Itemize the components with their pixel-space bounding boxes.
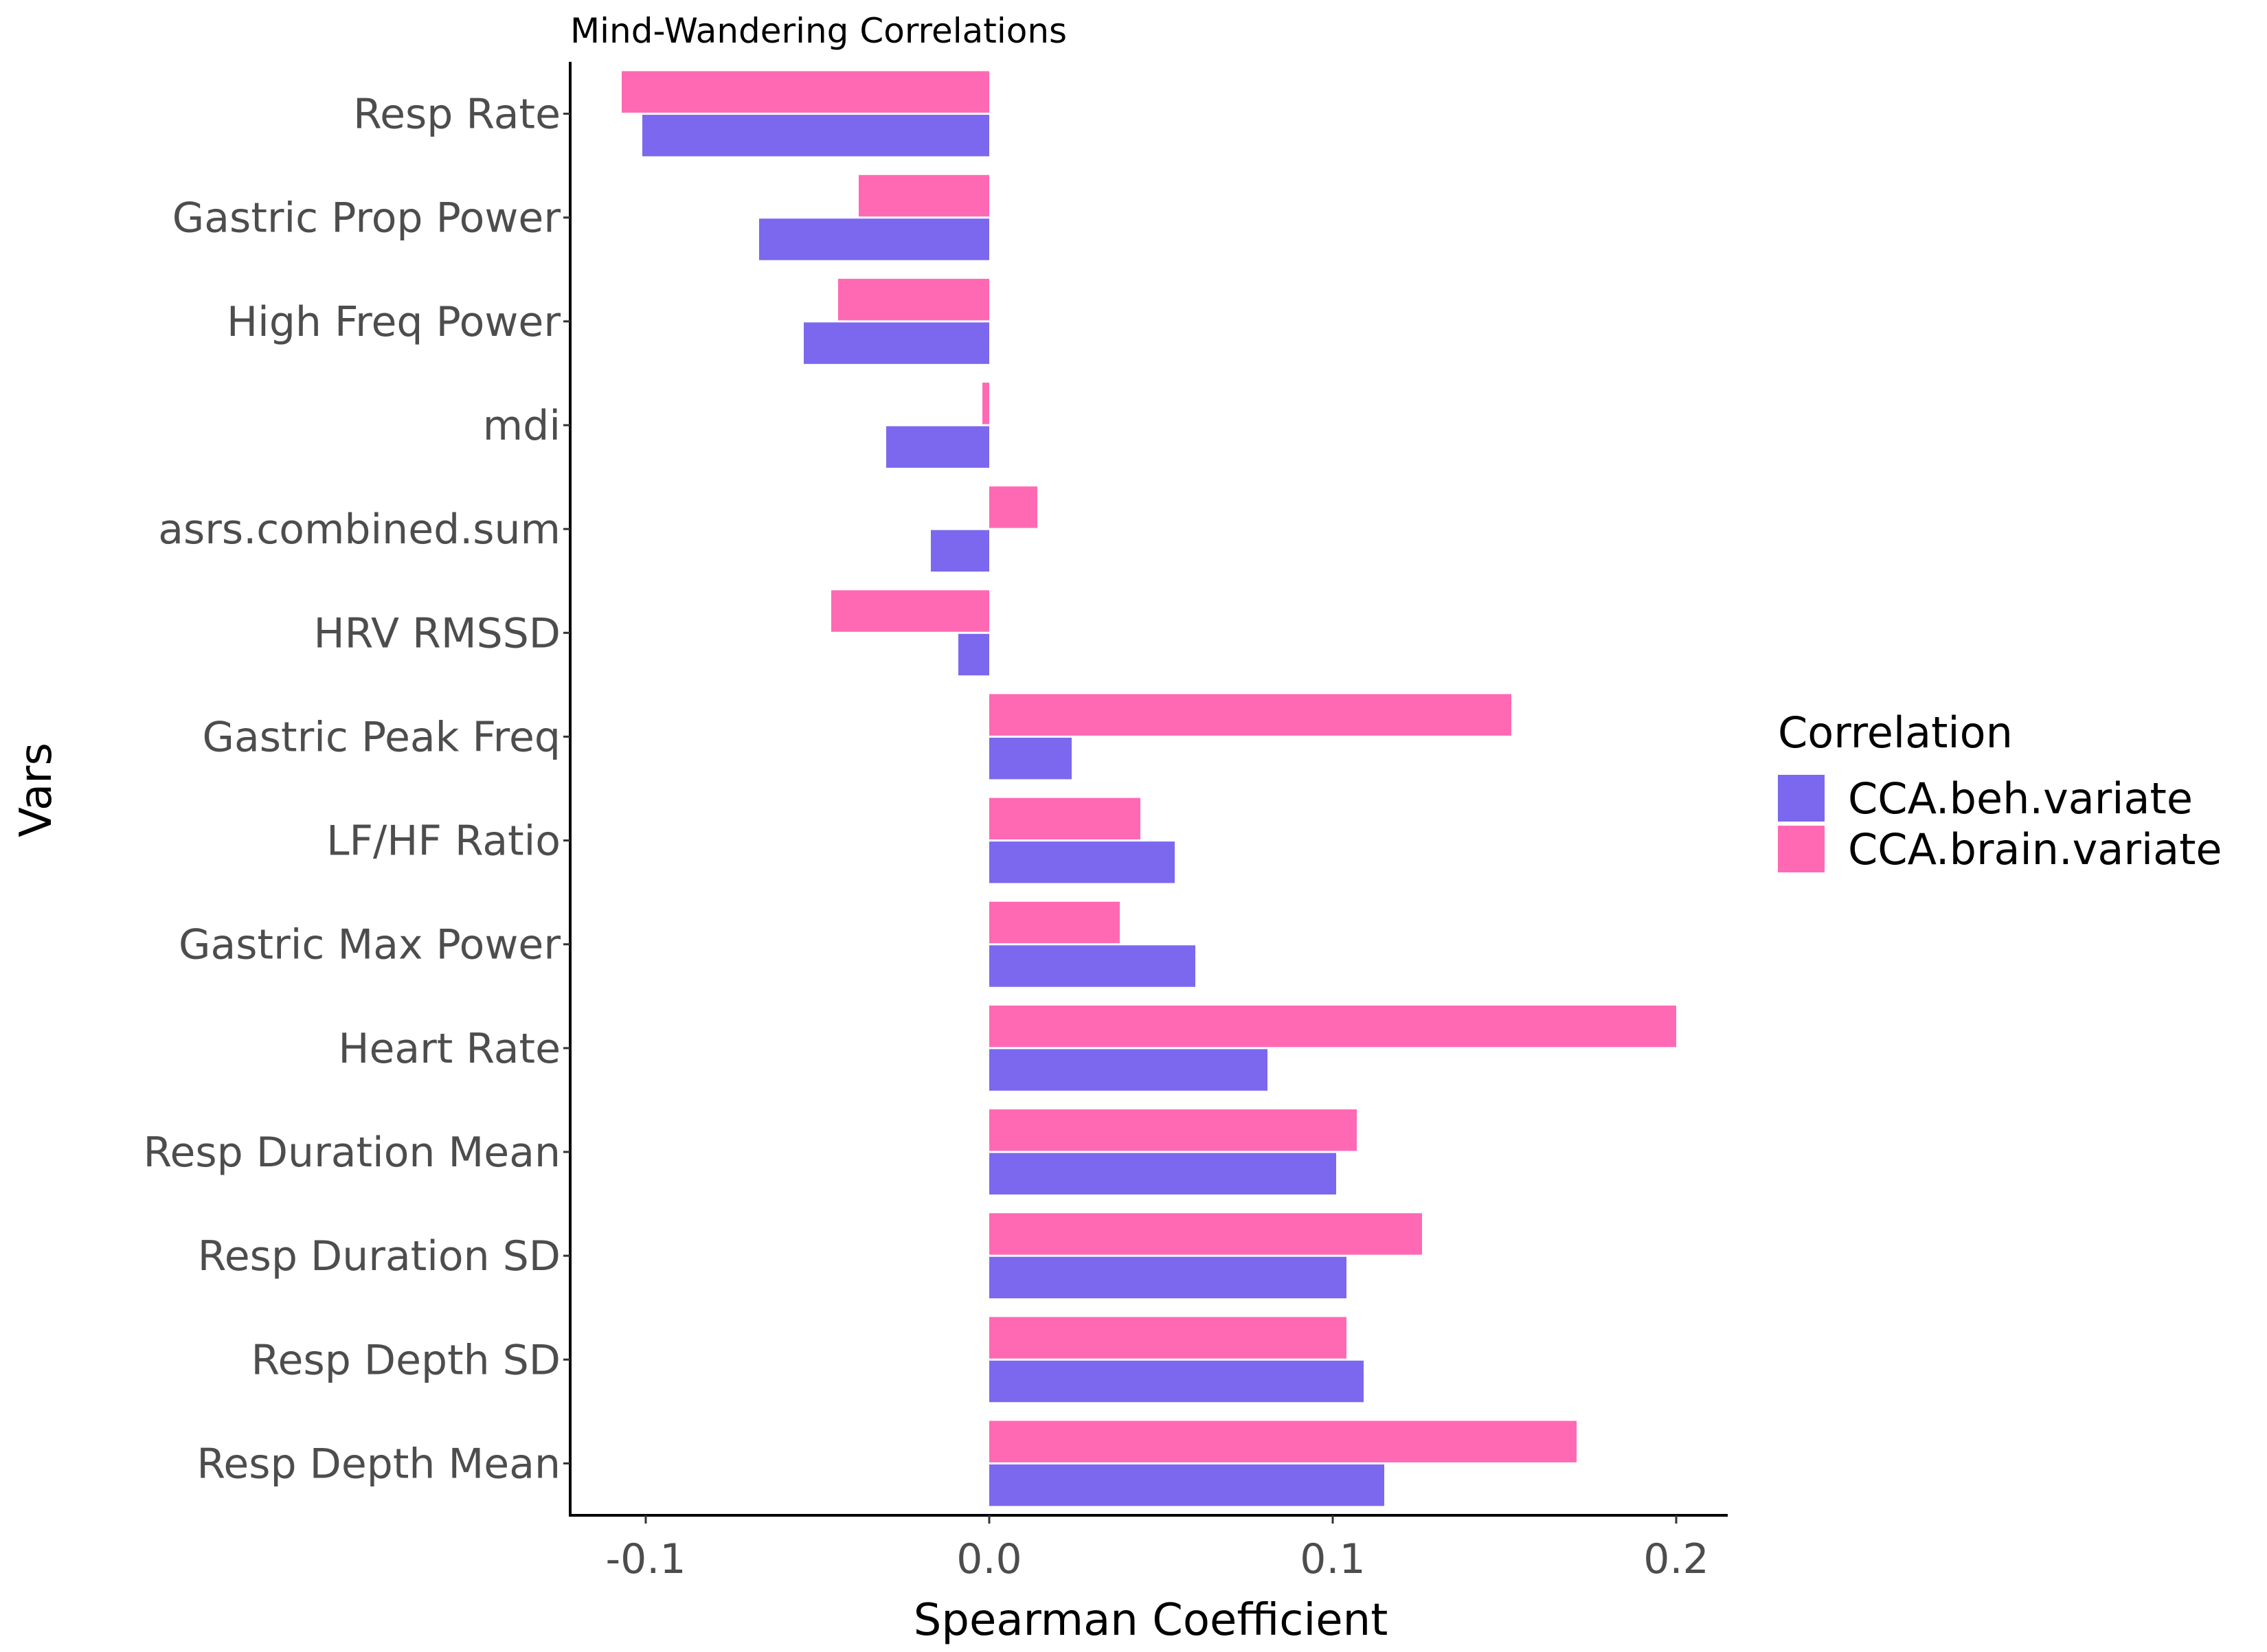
bar-cca-beh-variate-resp-duration-mean [989,1153,1336,1195]
legend: Correlation CCA.beh.variateCCA.brain.var… [1778,708,2222,874]
bar-cca-brain-variate-high-freq-power [838,278,989,321]
x-tick-label: 0.2 [1643,1535,1708,1583]
bar-cca-beh-variate-gastric-max-power [989,945,1195,987]
bar-cca-brain-variate-gastric-max-power [989,901,1120,944]
legend-label-cca-brain-variate: CCA.brain.variate [1848,824,2222,874]
bar-cca-brain-variate-gastric-prop-power [859,174,989,217]
bar-cca-beh-variate-asrs-combined-sum [931,530,989,572]
legend-swatch-cca-beh-variate [1778,775,1825,822]
bar-cca-brain-variate-gastric-peak-freq [989,694,1511,736]
y-tick-label: Gastric Peak Freq [203,713,561,761]
bar-cca-beh-variate-resp-depth-mean [989,1464,1384,1506]
y-tick-label: Resp Depth SD [251,1336,561,1384]
bar-cca-beh-variate-resp-depth-sd [989,1360,1364,1403]
bar-cca-beh-variate-hrv-rmssd [958,633,989,676]
x-tick-label: -0.1 [605,1535,686,1583]
bar-cca-beh-variate-gastric-prop-power [759,218,989,260]
bar-cca-brain-variate-heart-rate [989,1005,1676,1048]
bar-cca-brain-variate-hrv-rmssd [831,590,989,632]
bar-cca-beh-variate-mdi [886,426,989,468]
y-tick-label: High Freq Power [227,298,561,346]
y-tick-label: Resp Rate [353,91,561,139]
bar-cca-brain-variate-asrs-combined-sum [989,486,1037,528]
bar-cca-beh-variate-high-freq-power [804,322,989,364]
chart-title: Mind-Wandering Correlations [570,11,1067,51]
y-tick-label: Resp Depth Mean [196,1440,561,1488]
bar-cca-beh-variate-lf-hf-ratio [989,841,1175,883]
y-tick-label: asrs.combined.sum [158,506,561,554]
bar-cca-brain-variate-resp-duration-sd [989,1213,1422,1255]
bar-cca-beh-variate-gastric-peak-freq [989,737,1072,780]
legend-label-cca-beh-variate: CCA.beh.variate [1848,773,2193,824]
y-axis-title: Vars [11,743,62,837]
bar-cca-brain-variate-resp-depth-mean [989,1421,1577,1462]
bar-cca-beh-variate-resp-duration-sd [989,1256,1346,1299]
y-tick-label: Resp Duration Mean [144,1129,561,1177]
bar-cca-brain-variate-mdi [982,383,989,425]
bar-cca-beh-variate-resp-rate [642,115,989,157]
y-tick-labels: Resp Rate Gastric Prop Power High Freq Pow… [144,91,570,1488]
bar-cca-brain-variate-lf-hf-ratio [989,797,1140,840]
y-tick-label: LF/HF Ratio [326,817,561,865]
x-tick-labels: -0.1 0.0 0.1 0.2 [605,1515,1709,1583]
axes-layer [569,62,1728,1517]
bar-cca-beh-variate-heart-rate [989,1049,1267,1091]
y-tick-label: Heart Rate [338,1025,561,1073]
y-tick-label: Gastric Max Power [179,921,561,969]
legend-title: Correlation [1778,708,2013,758]
x-tick-label: 0.1 [1300,1535,1365,1583]
bar-cca-brain-variate-resp-duration-mean [989,1109,1357,1151]
bar-cca-brain-variate-resp-depth-sd [989,1317,1346,1359]
y-tick-label: HRV RMSSD [314,609,561,657]
bar-cca-brain-variate-resp-rate [622,71,989,113]
y-tick-label: Gastric Prop Power [172,194,561,242]
y-tick-label: mdi [483,402,561,450]
y-tick-label: Resp Duration SD [198,1232,561,1280]
bars-layer [622,71,1676,1506]
x-axis-title: Spearman Coefficient [914,1595,1388,1646]
x-tick-label: 0.0 [956,1535,1022,1583]
legend-swatch-cca-brain-variate [1778,826,1825,872]
